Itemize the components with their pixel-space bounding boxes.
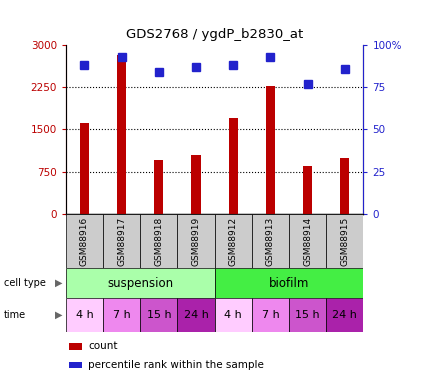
Bar [140,298,178,332]
Bar [69,343,82,350]
Bar [154,160,164,214]
Text: suspension: suspension [107,277,173,290]
Bar [178,214,215,268]
Text: 7 h: 7 h [113,310,130,320]
Bar [266,86,275,214]
Bar [326,214,363,268]
Bar [252,214,289,268]
Bar [66,214,103,268]
Text: 7 h: 7 h [261,310,279,320]
Text: 15 h: 15 h [147,310,171,320]
Text: GSM88919: GSM88919 [192,216,201,266]
Text: 4 h: 4 h [224,310,242,320]
Text: GSM88915: GSM88915 [340,216,349,266]
Text: GSM88916: GSM88916 [80,216,89,266]
Bar [66,268,215,298]
Text: 24 h: 24 h [184,310,209,320]
Bar [66,298,103,332]
Bar [229,118,238,214]
Text: time: time [4,310,26,320]
Bar [103,298,140,332]
Text: biofilm: biofilm [269,277,309,290]
Bar [340,158,349,214]
Title: GDS2768 / ygdP_b2830_at: GDS2768 / ygdP_b2830_at [126,28,303,41]
Bar [178,298,215,332]
Bar [289,298,326,332]
Bar [80,123,89,214]
Bar [215,298,252,332]
Text: 15 h: 15 h [295,310,320,320]
Bar [191,154,201,214]
Text: 24 h: 24 h [332,310,357,320]
Text: ▶: ▶ [55,310,63,320]
Bar [252,298,289,332]
Bar [215,214,252,268]
Text: GSM88918: GSM88918 [154,216,163,266]
Bar [326,298,363,332]
Text: cell type: cell type [4,278,46,288]
Text: count: count [88,341,118,351]
Text: 4 h: 4 h [76,310,94,320]
Text: GSM88912: GSM88912 [229,216,238,266]
Text: GSM88914: GSM88914 [303,216,312,266]
Bar [69,362,82,368]
Bar [117,55,126,214]
Text: GSM88913: GSM88913 [266,216,275,266]
Bar [103,214,140,268]
Text: ▶: ▶ [55,278,63,288]
Bar [289,214,326,268]
Bar [303,166,312,214]
Bar [215,268,363,298]
Bar [140,214,178,268]
Text: percentile rank within the sample: percentile rank within the sample [88,360,264,370]
Text: GSM88917: GSM88917 [117,216,126,266]
